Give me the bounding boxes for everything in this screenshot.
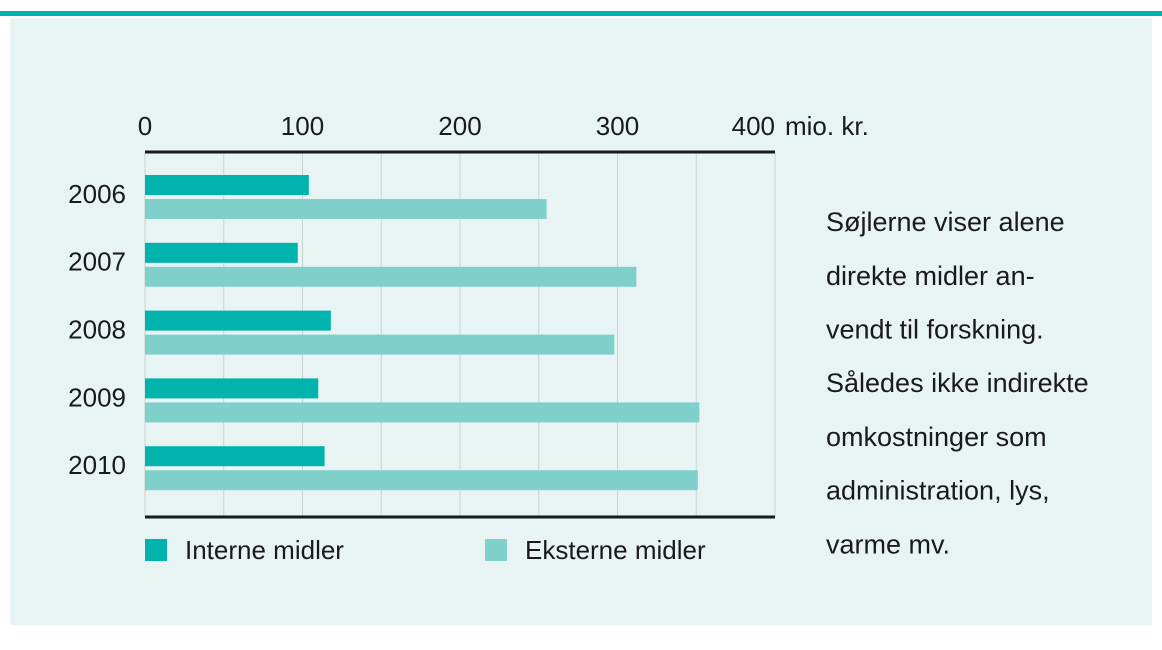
note-line: varme mv. bbox=[826, 529, 950, 559]
legend-label: Eksterne midler bbox=[525, 535, 706, 565]
bar bbox=[145, 378, 319, 399]
bar bbox=[145, 175, 309, 195]
y-tick-label: 2010 bbox=[68, 450, 126, 480]
note-line: Således ikke indirekte bbox=[826, 368, 1089, 398]
note-line: omkostninger som bbox=[826, 422, 1047, 452]
x-axis-unit: mio. kr. bbox=[785, 111, 869, 141]
bar bbox=[145, 446, 325, 467]
bar bbox=[145, 402, 700, 423]
bar bbox=[145, 470, 698, 491]
legend-swatch bbox=[485, 539, 507, 561]
x-tick-label: 200 bbox=[438, 111, 481, 141]
y-tick-label: 2007 bbox=[68, 247, 126, 277]
bar bbox=[145, 242, 298, 263]
bar bbox=[145, 334, 615, 355]
bar bbox=[145, 310, 331, 331]
top-rule bbox=[0, 11, 1162, 16]
note-line: administration, lys, bbox=[826, 476, 1050, 506]
note-line: vendt til forskning. bbox=[826, 315, 1044, 345]
y-tick-label: 2009 bbox=[68, 382, 126, 412]
bar bbox=[145, 199, 547, 219]
note-line: direkte midler an- bbox=[826, 261, 1035, 291]
legend-swatch bbox=[145, 539, 167, 561]
note-line: Søjlerne viser alene bbox=[826, 207, 1065, 237]
x-tick-label: 0 bbox=[138, 111, 152, 141]
x-tick-label: 400 bbox=[732, 111, 775, 141]
x-tick-label: 300 bbox=[596, 111, 639, 141]
y-tick-label: 2006 bbox=[68, 179, 126, 209]
legend-label: Interne midler bbox=[185, 535, 344, 565]
bar bbox=[145, 266, 637, 287]
x-tick-label: 100 bbox=[281, 111, 324, 141]
y-tick-label: 2008 bbox=[68, 314, 126, 344]
